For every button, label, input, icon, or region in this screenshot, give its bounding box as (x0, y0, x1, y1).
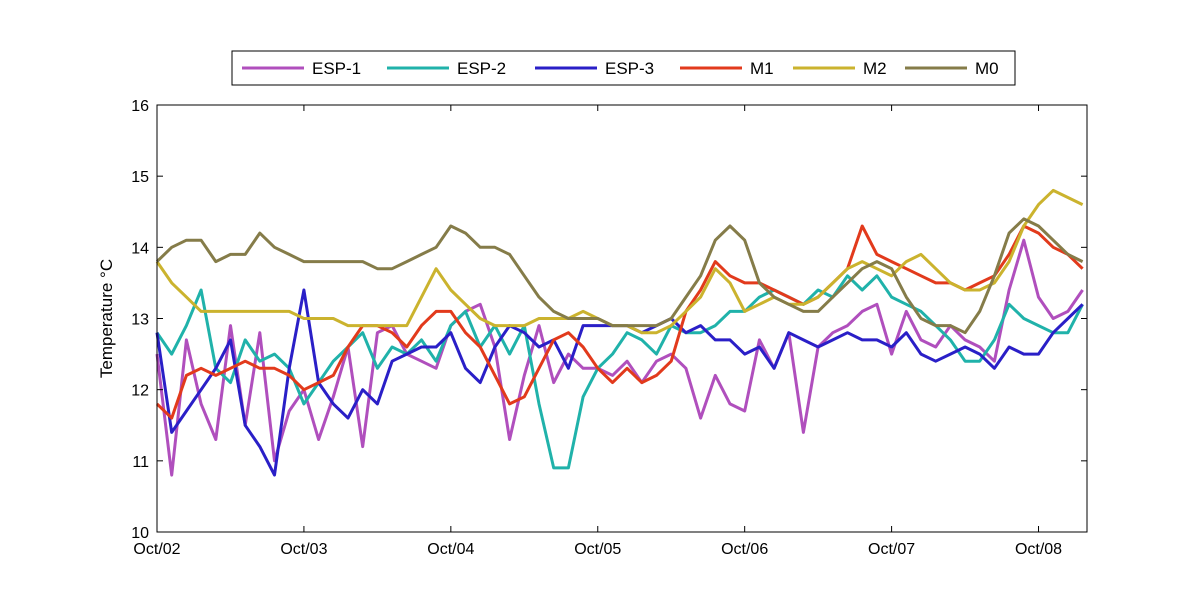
series-layer (155, 188, 1084, 477)
y-tick-label: 16 (131, 98, 149, 115)
y-tick-label: 14 (131, 240, 149, 257)
legend-label-esp-1: ESP-1 (312, 59, 361, 78)
x-tick-label: Oct/07 (868, 541, 915, 558)
x-tick-label: Oct/06 (721, 541, 768, 558)
y-tick-label: 13 (131, 312, 149, 329)
legend: ESP-1 ESP-2 ESP-3 M1 M2 M0 (231, 50, 1016, 86)
legend-label-m2: M2 (863, 59, 887, 78)
y-tick-label: 12 (131, 383, 149, 400)
x-tick-label: Oct/02 (133, 541, 180, 558)
y-axis-title: Temperature °C (97, 259, 116, 378)
legend-label-m1: M1 (750, 59, 774, 78)
y-tick-label: 10 (131, 525, 149, 542)
y-tick-label: 15 (131, 169, 149, 186)
legend-label-esp-3: ESP-3 (605, 59, 654, 78)
x-tick-label: Oct/04 (427, 541, 474, 558)
y-tick-label: 11 (132, 454, 149, 471)
x-tick-label: Oct/03 (280, 541, 327, 558)
x-tick-label: Oct/05 (574, 541, 621, 558)
plot-area (157, 105, 1087, 532)
legend-label-esp-2: ESP-2 (457, 59, 506, 78)
legend-label-m0: M0 (975, 59, 999, 78)
ticks-layer: 10 11 12 13 14 15 16 Oct/02 Oct/03 Oct/04 Oct/05 Oc… (131, 98, 1087, 558)
series-line-esp-2 (155, 274, 1084, 470)
series-line-m1 (155, 224, 1084, 420)
series-line-m0 (155, 217, 1084, 335)
x-tick-label: Oct/08 (1015, 541, 1062, 558)
legend-box (231, 50, 1016, 86)
series-line-esp-1 (155, 238, 1084, 477)
